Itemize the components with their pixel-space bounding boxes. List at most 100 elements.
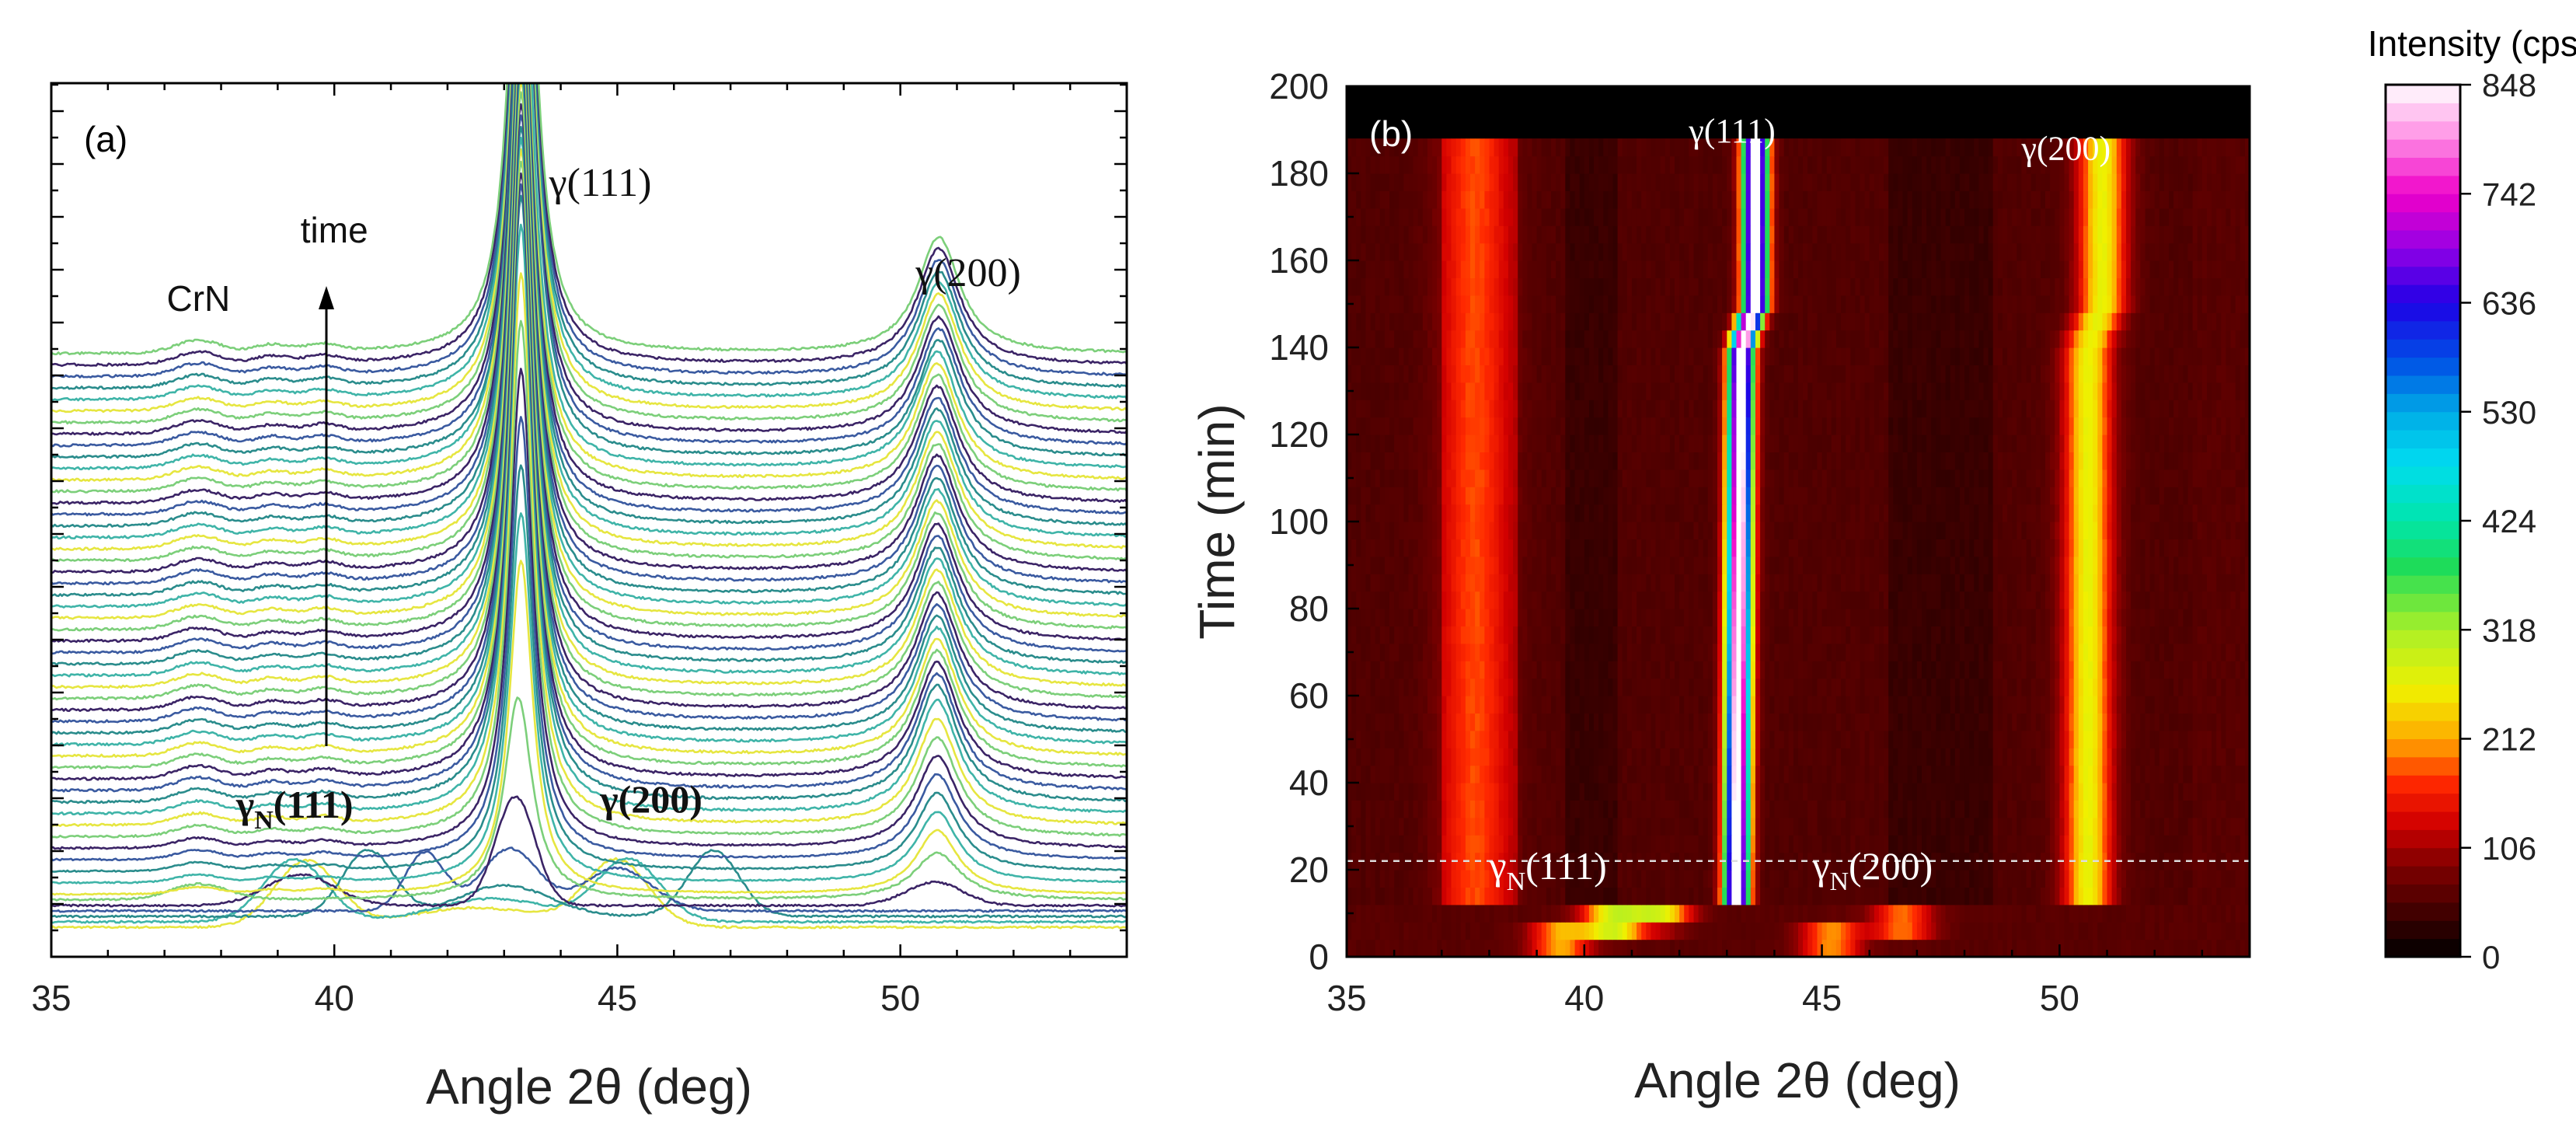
heatmap-annotation: γ(111) [1688, 112, 1775, 150]
colorbar-band [2386, 484, 2460, 504]
colorbar-band [2386, 847, 2460, 867]
series-line [51, 126, 1127, 735]
panel-a-annotations: γ(111) γ(200) CrN time γN(111) γ(200) [167, 161, 1021, 835]
annotation-gamma-200: γ(200) [915, 251, 1021, 295]
series-line [51, 91, 1127, 701]
colorbar-band [2386, 829, 2460, 849]
series-line [51, 83, 1127, 620]
panel-a: 35 40 45 50 (a) Angle 2θ (deg) γ(111) γ(200)… [31, 82, 1128, 1115]
series-line [51, 83, 1127, 402]
y-tick-label: 180 [1269, 153, 1329, 194]
y-tick-label: 120 [1269, 414, 1329, 455]
x-tick-label: 50 [2040, 978, 2079, 1018]
panel-b-y-tick-labels: 0 20 40 60 80 100 120 140 160 180 200 [1269, 66, 1329, 977]
colorbar-band [2386, 756, 2460, 776]
series-line [51, 83, 1127, 574]
colorbar-band [2386, 775, 2460, 794]
series-line [51, 464, 1127, 873]
annotation-time: time [301, 210, 368, 250]
panel-a-ticks [50, 83, 1128, 958]
colorbar-band [2386, 666, 2460, 685]
colorbar-band [2386, 175, 2460, 194]
colorbar-band [2386, 266, 2460, 285]
x-tick-label: 45 [598, 978, 637, 1018]
heatmap [1347, 138, 2250, 957]
colorbar-tick-label: 530 [2482, 394, 2536, 431]
colorbar-tick-label: 424 [2482, 503, 2536, 539]
colorbar-band [2386, 339, 2460, 358]
series-line [51, 83, 1127, 540]
colorbar-band [2386, 284, 2460, 303]
colorbar-band [2386, 157, 2460, 176]
series-line [51, 83, 1127, 666]
series-line [51, 83, 1127, 655]
colorbar-band [2386, 502, 2460, 522]
series-line [51, 83, 1127, 494]
colorbar-band [2386, 593, 2460, 612]
annotation-crn: CrN [167, 278, 231, 319]
series-line [51, 560, 1127, 896]
y-tick-label: 140 [1269, 327, 1329, 368]
panel-a-x-axis-label: Angle 2θ (deg) [426, 1059, 752, 1115]
colorbar-band [2386, 702, 2460, 721]
x-tick-label: 35 [1326, 978, 1366, 1018]
series-line [51, 416, 1127, 862]
colorbar-tick-label: 106 [2482, 830, 2536, 867]
series-line [51, 83, 1127, 459]
colorbar-band [2386, 793, 2460, 812]
series-line [51, 103, 1127, 713]
y-tick-label: 160 [1269, 240, 1329, 281]
colorbar-band [2386, 120, 2460, 140]
colorbar-tick-label: 0 [2482, 939, 2500, 975]
series-line [51, 83, 1127, 436]
series-line [51, 83, 1127, 425]
colorbar-band [2386, 320, 2460, 340]
series-line [51, 114, 1127, 724]
colorbar-band [2386, 357, 2460, 376]
x-tick-label: 50 [880, 978, 920, 1018]
panel-b-x-tick-labels: 35 40 45 50 [1326, 978, 2079, 1018]
y-tick-label: 20 [1289, 850, 1329, 890]
y-tick-label: 40 [1289, 762, 1329, 803]
y-tick-label: 100 [1269, 501, 1329, 542]
colorbar-tick-label: 318 [2482, 612, 2536, 648]
series-line [51, 857, 1127, 930]
time-arrow-head [319, 286, 334, 309]
colorbar-band [2386, 539, 2460, 558]
colorbar-band [2386, 375, 2460, 394]
series-line [51, 83, 1127, 529]
colorbar-band [2386, 684, 2460, 703]
colorbar-band [2386, 211, 2460, 231]
colorbar-band [2386, 811, 2460, 830]
series-line [51, 160, 1127, 770]
series-line [51, 83, 1127, 689]
series-line [51, 83, 1127, 356]
series-line [51, 849, 1127, 919]
y-tick-label: 60 [1289, 675, 1329, 716]
colorbar-band [2386, 521, 2460, 539]
colorbar-band [2386, 85, 2460, 103]
colorbar-tick-label: 742 [2482, 176, 2536, 212]
colorbar-bands [2386, 85, 2460, 958]
panel-b: 35 40 45 50 0 20 40 60 80 100 120 140 160 180 200 (b)… [1189, 66, 2251, 1108]
colorbar-tick-label: 636 [2482, 285, 2536, 322]
series-line [51, 183, 1127, 793]
series-line [51, 83, 1127, 379]
colorbar-title: Intensity (cps) [2368, 23, 2576, 64]
heatmap-annotation: γ(200) [2020, 129, 2111, 167]
colorbar: Intensity (cps) 0 106 212 318 424 530 636 742 84… [2368, 23, 2576, 975]
y-tick-label: 0 [1309, 937, 1329, 977]
colorbar-band [2386, 630, 2460, 649]
x-tick-label: 45 [1802, 978, 1842, 1018]
x-tick-label: 40 [1564, 978, 1604, 1018]
colorbar-band [2386, 302, 2460, 322]
colorbar-band [2386, 902, 2460, 921]
colorbar-band [2386, 938, 2460, 958]
colorbar-band [2386, 430, 2460, 448]
series-line [51, 795, 1127, 908]
colorbar-band [2386, 647, 2460, 667]
x-tick-label: 35 [31, 978, 71, 1018]
colorbar-band [2386, 248, 2460, 267]
colorbar-band [2386, 884, 2460, 903]
